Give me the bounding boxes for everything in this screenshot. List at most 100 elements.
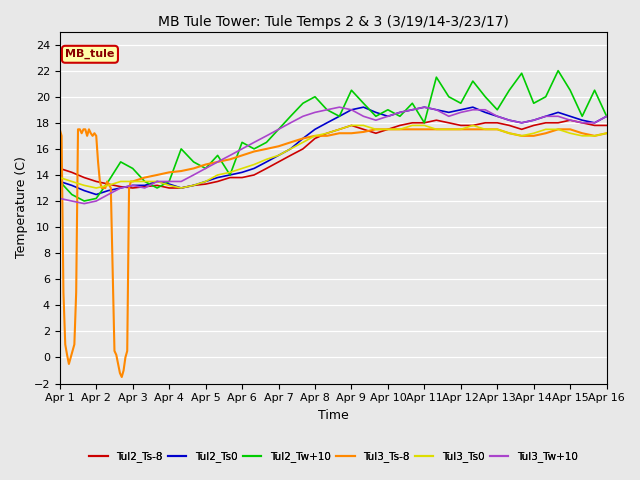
Tul3_Tw+10	[104, 192, 112, 197]
Tul3_Ts0	[591, 133, 598, 139]
Tul3_Tw+10	[81, 201, 88, 206]
Tul3_Tw+10	[141, 185, 148, 191]
Tul2_Ts0	[542, 113, 550, 119]
Tul2_Ts-8	[335, 126, 343, 132]
Tul2_Tw+10	[530, 100, 538, 106]
Tul2_Tw+10	[177, 146, 185, 152]
Tul3_Tw+10	[603, 113, 611, 119]
Tul2_Ts-8	[214, 179, 221, 184]
Tul2_Tw+10	[92, 195, 100, 201]
Tul3_Ts0	[579, 133, 586, 139]
Tul2_Tw+10	[129, 166, 136, 171]
Tul3_Ts0	[408, 122, 416, 128]
Tul2_Ts-8	[250, 172, 258, 178]
Tul2_Tw+10	[81, 198, 88, 204]
Tul3_Ts0	[542, 126, 550, 132]
Tul2_Ts-8	[117, 184, 125, 190]
Tul2_Ts0	[591, 120, 598, 126]
Tul3_Tw+10	[323, 107, 331, 113]
Tul2_Ts-8	[457, 122, 465, 128]
Tul2_Ts0	[311, 126, 319, 132]
Tul3_Ts-8	[79, 126, 87, 132]
Tul2_Tw+10	[445, 94, 452, 100]
Tul2_Ts0	[469, 104, 477, 110]
Tul2_Ts-8	[104, 181, 112, 187]
Tul2_Tw+10	[542, 94, 550, 100]
Tul2_Ts-8	[299, 146, 307, 152]
Tul2_Tw+10	[457, 100, 465, 106]
Tul2_Ts0	[117, 185, 125, 191]
Tul2_Tw+10	[226, 172, 234, 178]
Line: Tul3_Ts-8: Tul3_Ts-8	[60, 129, 607, 377]
Tul2_Ts0	[579, 117, 586, 123]
Tul3_Tw+10	[457, 109, 465, 115]
Tul3_Ts0	[348, 122, 355, 128]
Tul3_Ts-8	[153, 172, 161, 178]
Tul2_Ts0	[189, 182, 197, 188]
Tul2_Ts-8	[542, 120, 550, 126]
Tul3_Tw+10	[92, 198, 100, 204]
Tul2_Ts-8	[275, 159, 282, 165]
Tul3_Tw+10	[542, 113, 550, 119]
Tul3_Tw+10	[262, 133, 270, 139]
Tul3_Tw+10	[226, 153, 234, 158]
Tul3_Tw+10	[420, 104, 428, 110]
Tul3_Tw+10	[238, 146, 246, 152]
Tul3_Tw+10	[335, 104, 343, 110]
Tul2_Ts0	[287, 146, 294, 152]
Tul2_Tw+10	[250, 146, 258, 152]
Tul2_Tw+10	[372, 113, 380, 119]
Tul3_Ts-8	[118, 374, 125, 380]
Tul2_Ts0	[420, 104, 428, 110]
Tul3_Ts0	[226, 169, 234, 175]
Tul2_Ts0	[141, 182, 148, 188]
Tul2_Tw+10	[408, 100, 416, 106]
Tul3_Tw+10	[445, 113, 452, 119]
Tul2_Ts-8	[348, 122, 355, 128]
Tul3_Ts0	[530, 131, 538, 136]
Tul2_Ts0	[384, 113, 392, 119]
Tul3_Ts0	[518, 133, 525, 139]
Tul2_Tw+10	[396, 113, 404, 119]
Tul2_Ts-8	[530, 122, 538, 128]
Tul2_Tw+10	[469, 78, 477, 84]
Tul3_Ts0	[117, 179, 125, 184]
Tul3_Ts0	[68, 179, 76, 184]
Tul3_Tw+10	[493, 113, 501, 119]
Tul3_Ts0	[287, 146, 294, 152]
Tul2_Tw+10	[518, 71, 525, 76]
Line: Tul2_Ts-8: Tul2_Ts-8	[60, 120, 607, 188]
Tul2_Tw+10	[202, 166, 209, 171]
Tul2_Ts0	[104, 188, 112, 193]
Tul3_Ts0	[420, 122, 428, 128]
Tul2_Ts0	[202, 179, 209, 184]
Tul2_Ts0	[299, 135, 307, 141]
Tul3_Tw+10	[408, 107, 416, 113]
Tul2_Ts-8	[372, 131, 380, 136]
Tul2_Ts-8	[202, 181, 209, 187]
Tul2_Tw+10	[238, 140, 246, 145]
Tul2_Tw+10	[56, 179, 63, 184]
Tul2_Ts0	[566, 113, 574, 119]
Tul2_Tw+10	[214, 153, 221, 158]
Tul2_Ts0	[275, 153, 282, 158]
Tul2_Tw+10	[117, 159, 125, 165]
Tul3_Ts0	[202, 179, 209, 184]
Tul3_Ts0	[165, 182, 173, 188]
Tul2_Ts0	[348, 107, 355, 113]
Tul2_Tw+10	[141, 179, 148, 184]
Tul2_Tw+10	[323, 107, 331, 113]
Tul3_Tw+10	[372, 117, 380, 123]
Tul2_Ts0	[603, 113, 611, 119]
Tul2_Ts0	[177, 185, 185, 191]
Tul3_Ts-8	[348, 131, 355, 136]
Tul2_Ts-8	[579, 120, 586, 126]
Tul2_Ts0	[250, 166, 258, 171]
Tul3_Ts0	[129, 179, 136, 184]
Tul3_Tw+10	[384, 113, 392, 119]
Tul2_Ts-8	[92, 179, 100, 184]
Tul2_Ts-8	[469, 122, 477, 128]
Tul2_Ts0	[518, 120, 525, 126]
Tul2_Tw+10	[153, 185, 161, 191]
Tul3_Tw+10	[554, 113, 562, 119]
